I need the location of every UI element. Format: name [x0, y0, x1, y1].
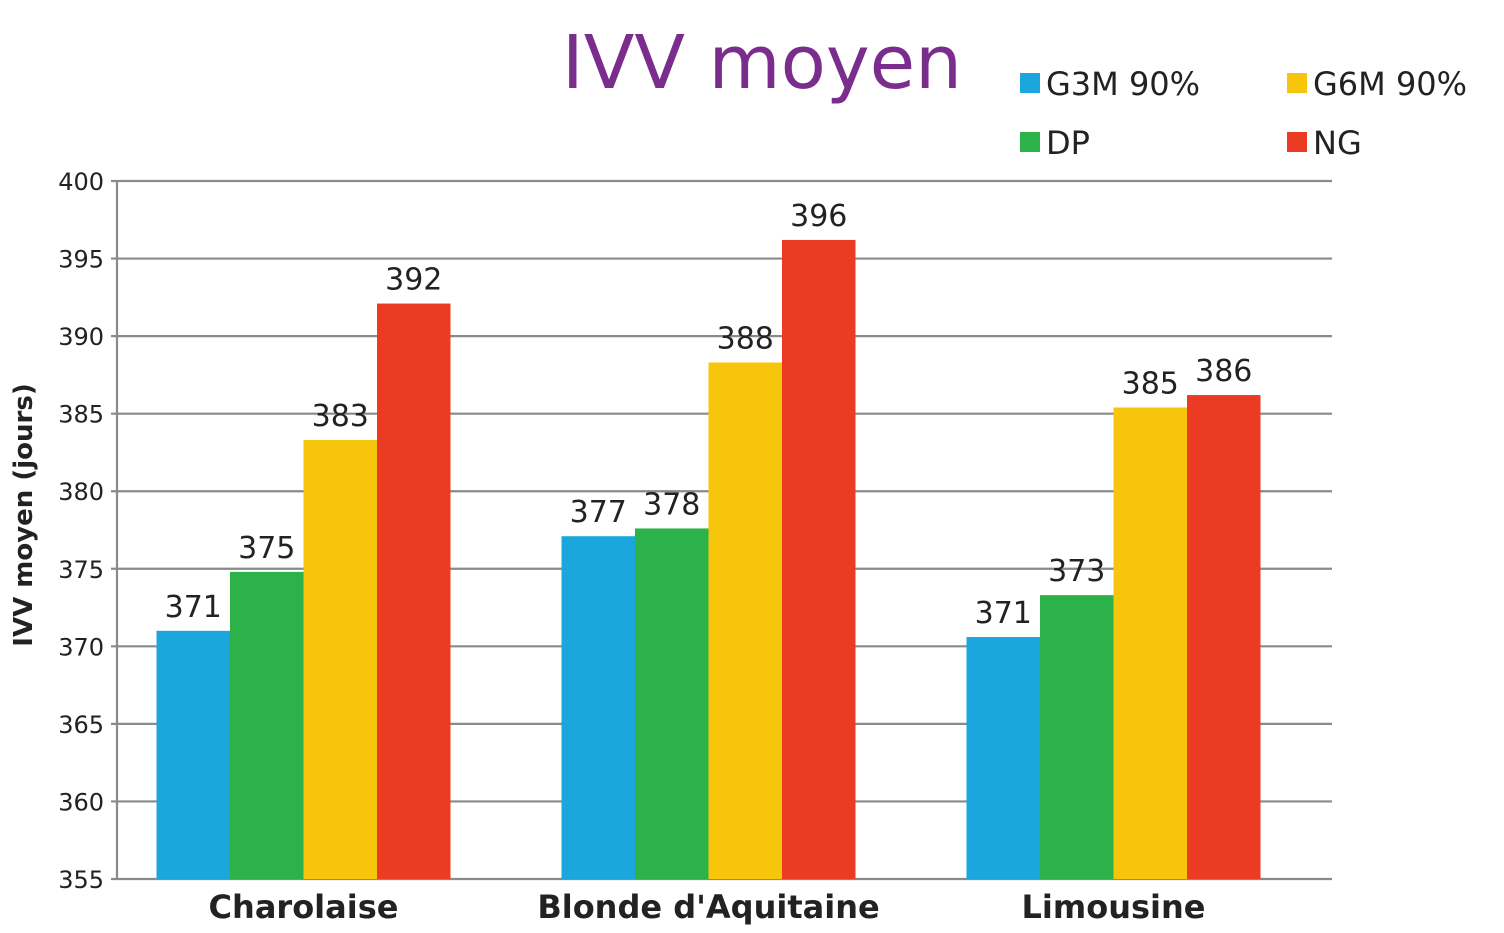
y-tick-label: 390 — [58, 323, 104, 351]
legend-label-g3m: G3M 90% — [1046, 65, 1200, 103]
y-tick-label: 385 — [58, 401, 104, 429]
data-label: 373 — [1048, 554, 1105, 589]
bar-ng-1 — [782, 239, 856, 880]
x-category-label: Blonde d'Aquitaine — [537, 888, 879, 926]
y-tick-label: 400 — [58, 168, 104, 196]
y-axis-ticks: 355 360 365 370 375 380 385 390 395 400 — [58, 168, 104, 894]
y-tick-label: 380 — [58, 478, 104, 506]
data-label: 388 — [717, 321, 774, 356]
bar-dp-1 — [635, 528, 709, 879]
chart-title: IVV moyen — [562, 20, 962, 106]
data-label: 371 — [975, 596, 1032, 631]
data-labels: 371 375 383 392 377 378 388 396 371 373 385 386 — [165, 199, 1253, 631]
legend-label-g6m: G6M 90% — [1313, 65, 1467, 103]
data-label: 383 — [312, 399, 369, 434]
data-label: 385 — [1122, 366, 1179, 401]
bar-ng-0 — [377, 303, 451, 879]
bar-g3m-90--2 — [966, 637, 1040, 879]
data-label: 396 — [790, 199, 847, 234]
legend-label-dp: DP — [1046, 124, 1090, 162]
data-label: 392 — [385, 263, 442, 298]
legend-swatch-g6m — [1287, 73, 1307, 93]
bar-g6m-90--0 — [303, 440, 377, 879]
data-label: 377 — [570, 495, 627, 530]
bar-dp-2 — [1040, 595, 1114, 879]
data-label: 375 — [238, 531, 295, 566]
y-tick-label: 360 — [58, 788, 104, 816]
data-label: 371 — [165, 590, 222, 625]
y-tick-label: 365 — [58, 711, 104, 739]
data-label: 386 — [1195, 354, 1252, 389]
bars — [156, 239, 1261, 880]
y-tick-label: 395 — [58, 246, 104, 274]
y-tick-label: 375 — [58, 556, 104, 584]
bar-g3m-90--0 — [156, 630, 230, 879]
bar-g6m-90--1 — [708, 362, 782, 880]
bar-g3m-90--1 — [561, 536, 635, 879]
bar-g6m-90--2 — [1113, 407, 1187, 879]
legend: G3M 90% DP G6M 90% NG — [1020, 65, 1467, 162]
bar-ng-2 — [1187, 395, 1261, 879]
data-label: 378 — [643, 487, 700, 522]
legend-swatch-g3m — [1020, 73, 1040, 93]
x-category-label: Limousine — [1022, 888, 1206, 926]
y-axis-label: IVV moyen (jours) — [9, 383, 39, 646]
y-tick-label: 370 — [58, 633, 104, 661]
legend-label-ng: NG — [1313, 124, 1362, 162]
legend-swatch-ng — [1287, 132, 1307, 152]
x-axis-labels: Charolaise Blonde d'Aquitaine Limousine — [209, 888, 1206, 926]
legend-swatch-dp — [1020, 132, 1040, 152]
y-tick-label: 355 — [58, 866, 104, 894]
bar-dp-0 — [230, 571, 304, 879]
x-category-label: Charolaise — [209, 888, 399, 926]
